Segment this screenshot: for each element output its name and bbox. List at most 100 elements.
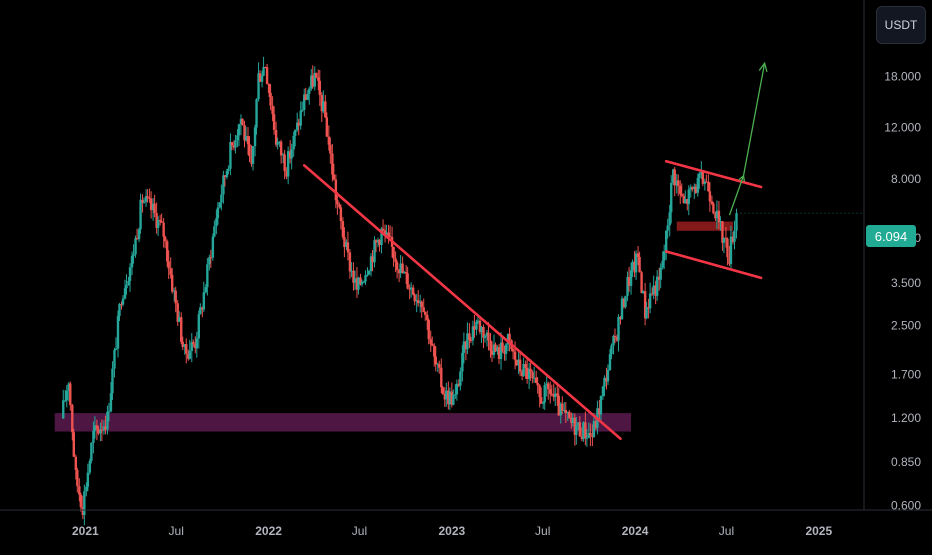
candle [728, 245, 731, 267]
candle [183, 344, 186, 355]
candle [693, 183, 696, 199]
candle [225, 168, 229, 180]
candle [698, 172, 701, 190]
candle [587, 422, 591, 439]
candle [132, 244, 135, 264]
candle [518, 351, 522, 377]
candle [286, 146, 290, 185]
candle [520, 369, 524, 381]
candle [76, 467, 79, 493]
candle [627, 266, 631, 293]
candle [471, 320, 475, 346]
candle [566, 411, 570, 421]
candle [387, 224, 390, 244]
candle [336, 192, 339, 215]
x-tick-label: Jul [352, 524, 367, 538]
candle [661, 251, 664, 270]
candle [662, 244, 666, 269]
candle [113, 347, 116, 378]
candle [125, 274, 128, 295]
channel-lower-line [664, 250, 763, 280]
candle [359, 273, 362, 286]
candle [357, 276, 360, 295]
projection-arrowhead [758, 61, 768, 73]
candle [274, 121, 278, 148]
candle [81, 495, 85, 520]
candle [348, 248, 352, 279]
candle [281, 152, 285, 164]
candle [664, 230, 668, 260]
candle [397, 269, 401, 283]
candle [419, 294, 422, 313]
candle [315, 72, 318, 79]
candle [250, 145, 253, 167]
candle [285, 167, 288, 180]
candle [708, 181, 712, 212]
candle [88, 458, 92, 475]
candle [459, 367, 462, 391]
candle [603, 375, 606, 397]
candle [629, 262, 633, 295]
candle [144, 189, 148, 207]
candle [411, 284, 415, 296]
candle [92, 421, 95, 454]
x-tick-label: 2025 [805, 524, 832, 538]
candle [420, 300, 423, 318]
candle [468, 323, 471, 348]
candle [672, 168, 675, 185]
candle [416, 290, 420, 307]
candle [304, 87, 307, 101]
candle [461, 345, 464, 382]
candle [547, 381, 550, 400]
candle [229, 133, 232, 176]
candle [440, 358, 443, 394]
candle [279, 139, 283, 164]
candle [121, 295, 125, 307]
candle [620, 295, 624, 320]
candle [362, 280, 366, 284]
candle [90, 442, 93, 464]
candle [146, 189, 149, 203]
candle [705, 174, 708, 183]
candle [404, 265, 408, 285]
candle [668, 204, 671, 237]
candle [659, 263, 662, 289]
candle [85, 482, 88, 497]
candle [292, 131, 295, 157]
drawings-layer [302, 61, 864, 441]
candle [556, 382, 559, 406]
candle [641, 290, 645, 294]
currency-button[interactable]: USDT [876, 6, 926, 44]
candle [345, 239, 348, 250]
y-tick-label: 0.600 [891, 499, 921, 513]
candle [255, 98, 258, 135]
candle [86, 463, 90, 492]
candle [395, 260, 399, 279]
candle [717, 200, 721, 230]
candle [712, 201, 715, 215]
candle [677, 174, 680, 196]
candle [490, 341, 494, 363]
candle [545, 373, 548, 397]
time-axis[interactable]: 2021 Jul 2022 Jul 2023 Jul 2024 Jul 2025 [72, 524, 832, 538]
candle [187, 349, 190, 361]
candle [499, 332, 503, 370]
candle [487, 322, 490, 351]
candle [209, 249, 213, 268]
candle [360, 279, 364, 287]
candle [71, 403, 74, 441]
candle [93, 416, 97, 439]
candle [211, 233, 215, 261]
candle [311, 65, 314, 89]
candle [696, 173, 700, 197]
candle [715, 200, 719, 230]
candle [610, 343, 613, 360]
candle [97, 425, 100, 436]
candle [371, 250, 374, 272]
candle [109, 382, 113, 413]
candle [571, 412, 575, 427]
candle [388, 225, 392, 238]
